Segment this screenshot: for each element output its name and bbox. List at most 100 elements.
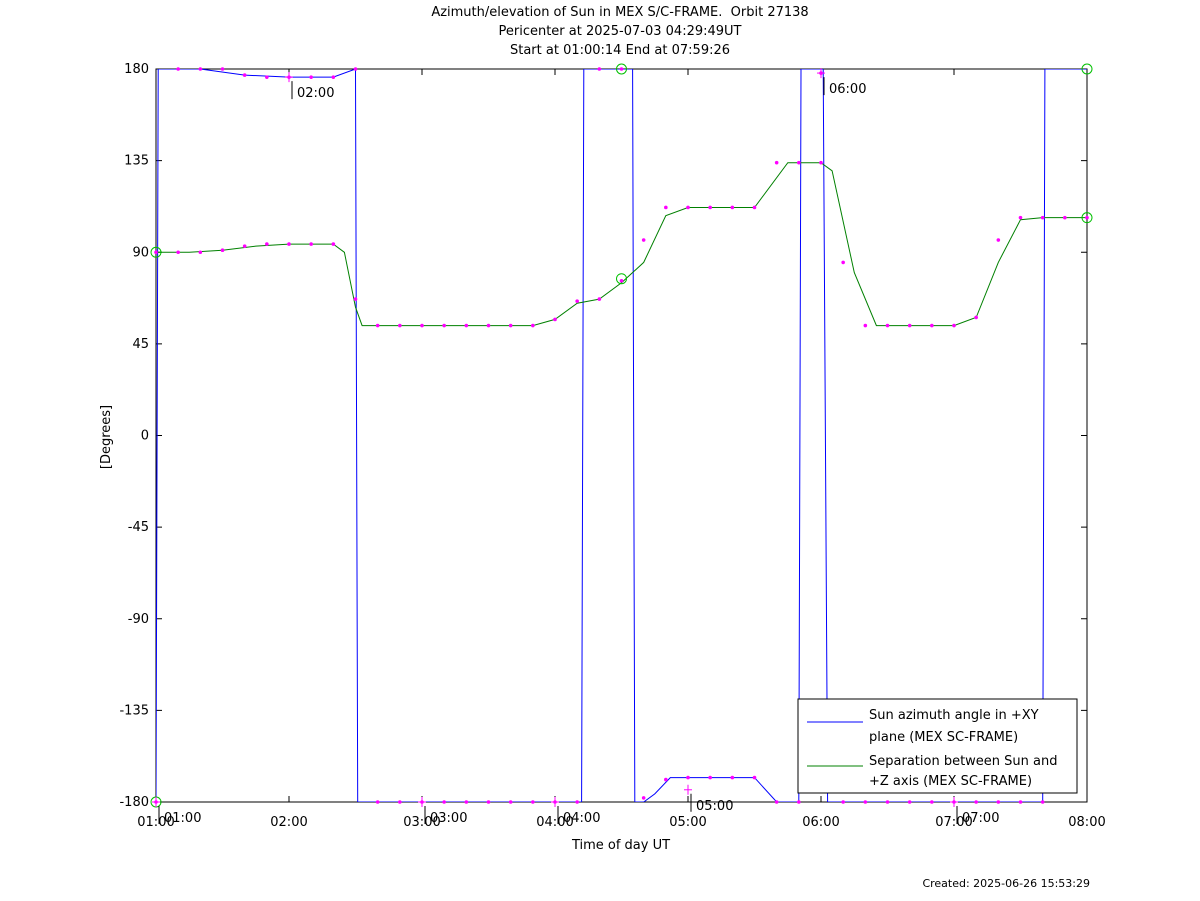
azimuth-sample-marker	[686, 775, 690, 780]
hour-marker-label: 03:00	[430, 811, 467, 826]
separation-sample-marker	[420, 323, 424, 328]
azimuth-sample-marker	[242, 73, 247, 77]
y-tick-label: -180	[119, 795, 149, 810]
separation-sample-marker	[1063, 215, 1067, 220]
boundary-circle-marker	[1081, 63, 1093, 75]
separation-sample-marker	[198, 250, 203, 255]
y-tick-label: -135	[119, 703, 149, 718]
x-tick-label: 04:00	[536, 815, 573, 830]
y-tick-label: 0	[141, 429, 149, 444]
azimuth-sample-marker	[708, 775, 712, 780]
azimuth-sample-marker	[1018, 800, 1023, 804]
separation-sample-marker	[819, 160, 823, 165]
x-tick-label: 07:00	[935, 815, 972, 830]
y-tick-label: -45	[128, 520, 149, 535]
x-axis-label: Time of day UT	[571, 838, 670, 853]
separation-sample-marker	[974, 315, 978, 320]
azimuth-sample-marker	[464, 800, 469, 804]
legend-label-azimuth-line-1: Sun azimuth angle in +XY	[869, 708, 1039, 723]
separation-sample-marker	[885, 323, 890, 328]
chart-title-line-1: Azimuth/elevation of Sun in MEX S/C-FRAM…	[431, 5, 809, 20]
azimuth-sample-marker	[730, 775, 735, 780]
chart-title-line-3: Start at 01:00:14 End at 07:59:26	[509, 43, 731, 58]
separation-sample-marker	[353, 297, 358, 301]
azimuth-sample-marker	[930, 800, 934, 804]
x-tick-label: 01:00	[137, 815, 174, 830]
boundary-circle-marker	[150, 246, 162, 258]
azimuth-sample-marker	[331, 75, 336, 79]
azimuth-sample-marker	[774, 800, 779, 804]
azimuth-sample-marker	[531, 800, 535, 804]
separation-sample-marker	[930, 323, 934, 328]
separation-sample-marker	[398, 323, 402, 328]
legend-label-azimuth-line-2: plane (MEX SC-FRAME)	[869, 730, 1018, 745]
separation-sample-marker	[863, 323, 868, 328]
separation-sample-marker	[309, 242, 313, 246]
separation-sample-marker	[176, 250, 180, 255]
azimuth-sample-marker	[863, 800, 868, 804]
separation-sample-marker	[730, 205, 735, 210]
y-tick-label: 90	[132, 245, 149, 260]
azimuth-sample-marker	[508, 800, 513, 804]
plot-frame	[155, 68, 1088, 803]
separation-sample-marker	[952, 323, 956, 328]
azimuth-series-line	[156, 69, 1087, 802]
azimuth-sample-marker	[442, 800, 446, 804]
separation-series-line	[156, 162, 1087, 327]
separation-sample-marker	[154, 250, 158, 255]
azimuth-sample-marker	[375, 800, 380, 804]
x-tick-label: 03:00	[403, 815, 440, 830]
separation-sample-marker	[508, 323, 513, 328]
separation-sample-marker	[841, 260, 845, 265]
boundary-circle-marker	[616, 63, 627, 75]
azimuth-sample-marker	[619, 67, 624, 71]
azimuth-sample-marker	[353, 67, 358, 71]
legend-box	[797, 698, 1078, 794]
azimuth-sample-marker	[885, 800, 890, 804]
separation-sample-marker	[442, 323, 446, 328]
y-tick-label: 135	[124, 154, 149, 169]
azimuth-sample-marker	[974, 800, 978, 804]
azimuth-sample-marker	[575, 800, 579, 804]
legend: Sun azimuth angle in +XY plane (MEX SC-F…	[797, 698, 1078, 794]
separation-sample-marker	[664, 205, 668, 210]
chart-title-line-2: Pericenter at 2025-07-03 04:29:49UT	[498, 24, 742, 39]
separation-sample-marker	[907, 323, 912, 328]
azimuth-sample-marker	[220, 67, 225, 71]
separation-sample-marker	[1018, 215, 1023, 220]
boundary-circle-marker	[616, 273, 627, 285]
y-tick-label: 45	[132, 337, 149, 352]
separation-sample-marker	[641, 238, 646, 242]
azimuth-sample-marker	[486, 800, 491, 804]
azimuth-sample-marker	[752, 775, 757, 780]
azimuth-sample-marker	[664, 777, 668, 782]
legend-label-separation-line-1: Separation between Sun and	[869, 754, 1057, 769]
separation-sample-marker	[752, 205, 757, 210]
separation-sample-marker	[686, 205, 690, 210]
boundary-circle-marker	[1081, 212, 1093, 224]
hour-marker-label: 02:00	[297, 86, 334, 101]
legend-label-separation-line-2: +Z axis (MEX SC-FRAME)	[869, 774, 1032, 789]
separation-sample-marker	[797, 160, 801, 165]
separation-sample-marker	[597, 297, 602, 301]
x-tick-label: 02:00	[270, 815, 307, 830]
x-tick-label: 05:00	[669, 815, 706, 830]
separation-sample-marker	[375, 323, 380, 328]
separation-sample-marker	[996, 238, 1001, 242]
separation-sample-marker	[220, 248, 225, 253]
x-tick-label: 06:00	[802, 815, 839, 830]
azimuth-sample-marker	[641, 796, 646, 800]
y-tick-label: 180	[124, 62, 149, 77]
azimuth-sample-marker	[176, 67, 180, 71]
separation-sample-marker	[708, 205, 712, 210]
separation-sample-marker	[1040, 215, 1045, 220]
azimuth-sample-marker	[265, 75, 269, 79]
hour-marker-label: 01:00	[164, 811, 201, 826]
azimuth-sample-marker	[841, 800, 845, 804]
x-tick-label: 08:00	[1068, 815, 1105, 830]
separation-sample-marker	[486, 323, 491, 328]
separation-sample-marker	[242, 244, 247, 248]
azimuth-sample-marker	[309, 75, 313, 79]
azimuth-sample-marker	[797, 800, 801, 804]
